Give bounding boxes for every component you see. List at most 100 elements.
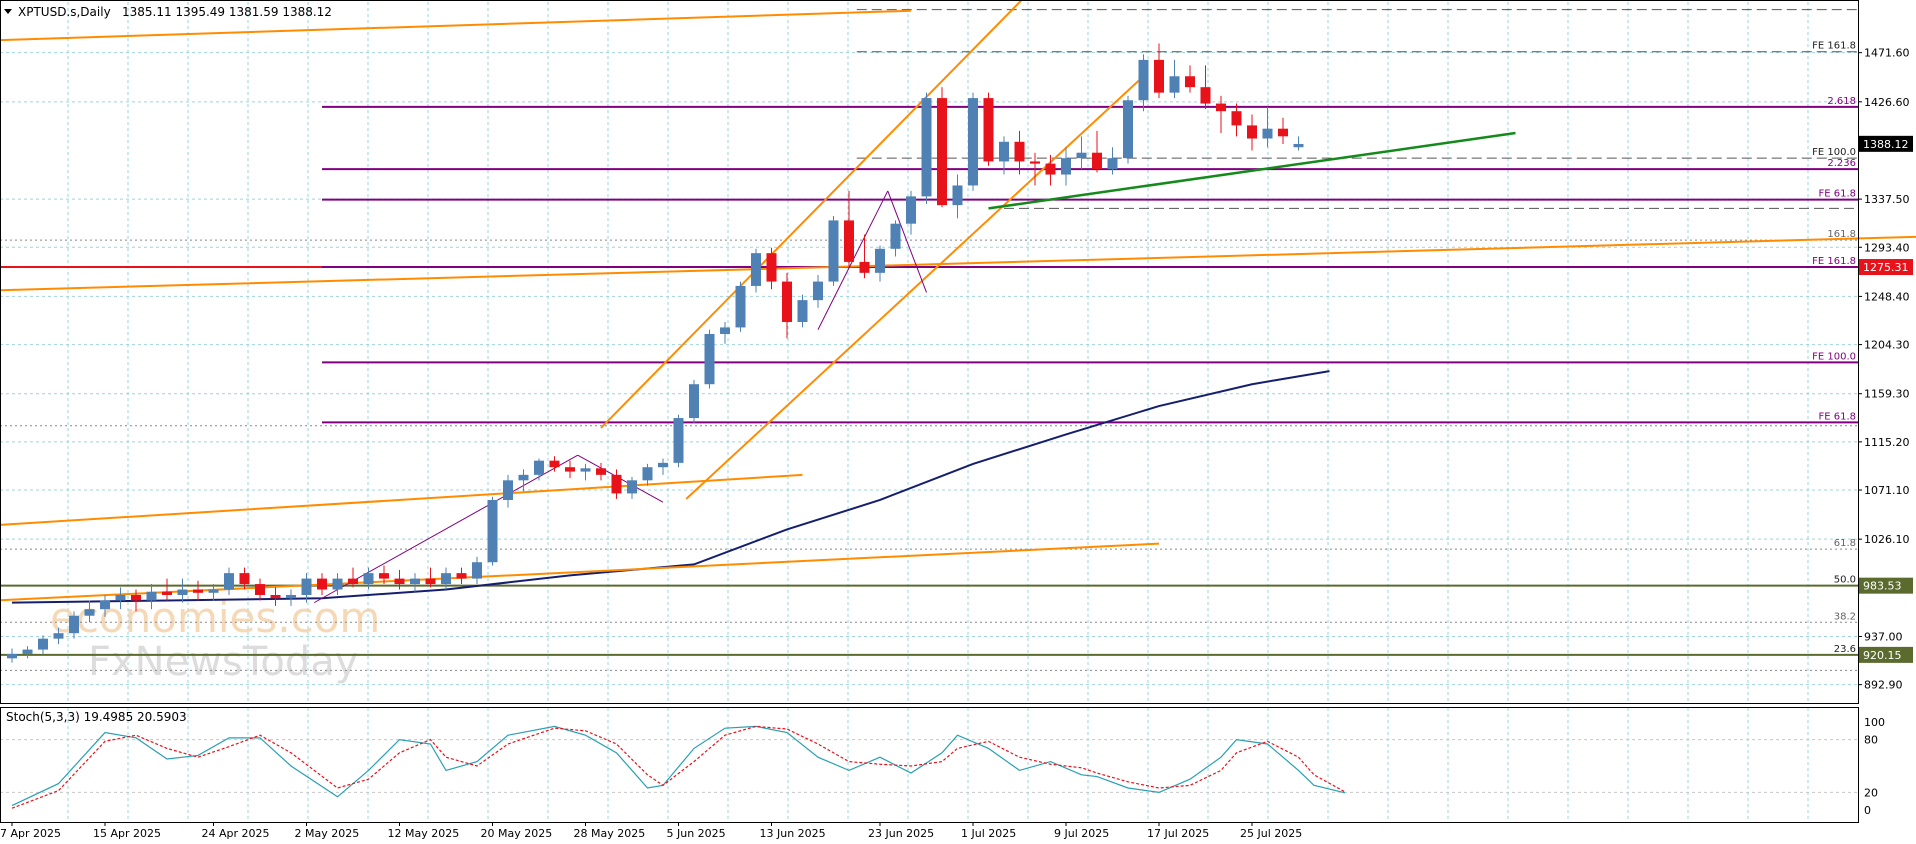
candle bbox=[596, 462, 606, 481]
candle-body bbox=[332, 578, 343, 590]
level-label: FE 61.8 bbox=[1818, 189, 1856, 200]
dropdown-arrow-icon[interactable] bbox=[4, 9, 12, 14]
date-label: 20 May 2025 bbox=[481, 827, 553, 840]
candle-body bbox=[441, 573, 451, 585]
candle bbox=[193, 580, 203, 601]
price-tag-box bbox=[1859, 135, 1913, 152]
candle-body bbox=[410, 578, 420, 585]
candle bbox=[1200, 65, 1211, 110]
candle-body bbox=[131, 594, 141, 601]
candle bbox=[255, 578, 265, 601]
candle bbox=[1076, 136, 1087, 170]
candle bbox=[394, 569, 405, 590]
date-label: 2 May 2025 bbox=[295, 827, 360, 840]
candle bbox=[208, 584, 219, 601]
candle bbox=[720, 321, 730, 344]
candle-body bbox=[1262, 128, 1273, 139]
candle bbox=[1231, 103, 1242, 137]
price-tag-label: 920.15 bbox=[1863, 649, 1902, 662]
candle bbox=[875, 245, 885, 282]
candle-body bbox=[658, 462, 668, 468]
candle bbox=[937, 87, 947, 208]
candle bbox=[1293, 136, 1304, 151]
stoch-tick-label: 0 bbox=[1864, 804, 1871, 817]
candle bbox=[146, 584, 157, 610]
candle bbox=[22, 646, 33, 659]
candle bbox=[317, 573, 327, 595]
candle bbox=[1138, 54, 1149, 112]
date-label: 25 Jul 2025 bbox=[1240, 827, 1302, 840]
stoch-label: Stoch(5,3,3) 19.4985 20.5903 bbox=[6, 710, 187, 724]
candle bbox=[7, 648, 17, 663]
price-tick-label: 1471.60 bbox=[1864, 47, 1910, 60]
candle bbox=[890, 220, 901, 257]
candle-body bbox=[7, 653, 17, 659]
candle-body bbox=[487, 499, 498, 563]
price-tick-label: 1115.20 bbox=[1864, 436, 1910, 449]
candle bbox=[1278, 117, 1288, 144]
ohlc-values: 1385.11 1395.49 1381.59 1388.12 bbox=[122, 5, 332, 19]
candle-body bbox=[859, 261, 870, 273]
main-panel-border bbox=[0, 0, 1859, 704]
candle bbox=[410, 573, 420, 592]
candle bbox=[983, 92, 994, 166]
price-tick-label: 892.90 bbox=[1864, 679, 1903, 692]
level-label: 23.6 bbox=[1834, 644, 1856, 655]
candle bbox=[859, 234, 870, 279]
candle-body bbox=[813, 281, 823, 301]
price-tag-box bbox=[1859, 646, 1913, 663]
candle-body bbox=[596, 468, 606, 475]
candle bbox=[968, 92, 978, 191]
candle bbox=[1247, 114, 1257, 151]
candle-body bbox=[906, 196, 916, 224]
price-tag-label: 1388.12 bbox=[1863, 138, 1909, 151]
candle-body bbox=[425, 578, 436, 585]
candle bbox=[332, 573, 343, 595]
symbol-label: XPTUSD.s,Daily bbox=[18, 5, 111, 19]
candle bbox=[580, 463, 591, 481]
candle-body bbox=[937, 98, 947, 206]
level-label: 2.236 bbox=[1827, 158, 1856, 169]
price-tick-label: 1337.50 bbox=[1864, 193, 1910, 206]
candle bbox=[131, 589, 141, 612]
candle-body bbox=[1169, 76, 1180, 93]
candle-body bbox=[301, 578, 312, 595]
date-label: 28 May 2025 bbox=[574, 827, 646, 840]
candle-body bbox=[1216, 103, 1226, 112]
candle bbox=[1107, 147, 1118, 175]
candle bbox=[301, 573, 312, 603]
level-label: 38.2 bbox=[1834, 611, 1856, 622]
candle bbox=[1169, 59, 1180, 99]
candle bbox=[549, 456, 560, 472]
candle bbox=[999, 136, 1009, 175]
candle bbox=[1185, 65, 1195, 93]
candle-body bbox=[797, 300, 808, 322]
candle-body bbox=[1138, 59, 1149, 101]
level-label: 61.8 bbox=[1834, 538, 1856, 549]
trendline bbox=[600, 0, 1024, 429]
candle bbox=[565, 460, 575, 479]
candle-body bbox=[642, 467, 653, 481]
candle-body bbox=[1231, 111, 1242, 126]
candle-body bbox=[1247, 125, 1257, 139]
candle bbox=[735, 281, 746, 332]
candle-body bbox=[1107, 158, 1118, 170]
level-label: FE 161.8 bbox=[1812, 41, 1856, 52]
candle-body bbox=[503, 480, 513, 500]
trendline bbox=[887, 190, 927, 293]
candle bbox=[704, 329, 715, 389]
candle bbox=[1061, 147, 1071, 186]
candle-body bbox=[999, 141, 1009, 162]
date-label: 12 May 2025 bbox=[388, 827, 460, 840]
candle bbox=[658, 458, 668, 475]
date-label: 23 Jun 2025 bbox=[868, 827, 934, 840]
candle-body bbox=[317, 578, 327, 590]
candle-body bbox=[1030, 161, 1040, 164]
candle bbox=[348, 567, 358, 588]
candle bbox=[627, 477, 637, 499]
candle bbox=[487, 496, 498, 566]
trendline bbox=[0, 9, 912, 42]
